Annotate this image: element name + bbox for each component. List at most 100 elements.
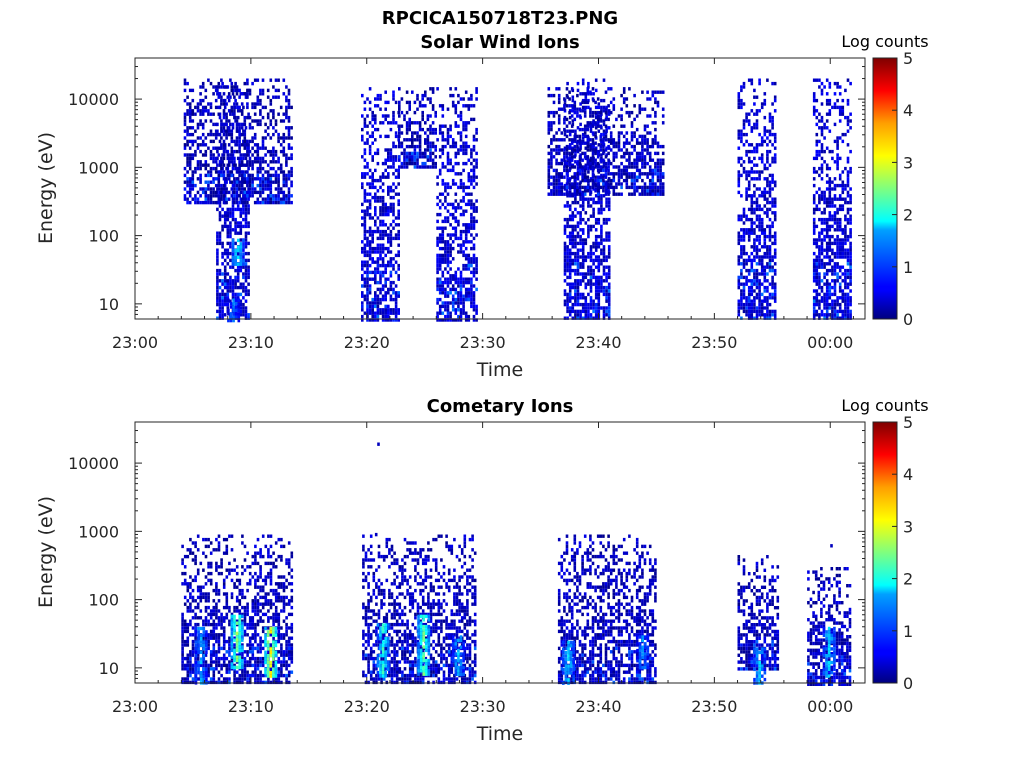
spectrogram-cell: [220, 147, 223, 150]
spectrogram-cell: [227, 252, 230, 255]
spectrogram-cell: [849, 201, 852, 204]
spectrogram-peak-cell: [230, 312, 233, 315]
spectrogram-cell: [823, 201, 826, 204]
spectrogram-cell: [548, 114, 551, 117]
spectrogram-cell: [847, 252, 850, 255]
spectrogram-cell: [605, 306, 608, 309]
spectrogram-cell: [452, 206, 455, 209]
spectrogram-cell: [207, 194, 210, 197]
spectrogram-cell: [227, 262, 230, 265]
spectrogram-cell: [416, 145, 419, 148]
spectrogram-cell: [577, 259, 580, 262]
spectrogram-cell: [613, 145, 616, 148]
spectrogram-cell: [574, 130, 577, 133]
spectrogram-cell: [236, 187, 239, 190]
spectrogram-cell: [628, 162, 631, 165]
spectrogram-cell: [751, 160, 754, 163]
spectrogram-cell: [826, 313, 829, 316]
spectrogram-cell: [460, 97, 463, 100]
spectrogram-cell: [371, 186, 374, 189]
spectrogram-cell: [738, 232, 741, 235]
spectrogram-cell: [275, 177, 278, 180]
spectrogram-cell: [247, 208, 250, 211]
spectrogram-cell: [823, 136, 826, 139]
spectrogram-cell: [460, 312, 463, 315]
spectrogram-cell: [475, 87, 478, 90]
spectrogram-cell: [369, 305, 372, 308]
spectrogram-cell: [246, 181, 249, 184]
spectrogram-cell: [569, 238, 572, 241]
spectrogram-cell: [738, 235, 741, 238]
spectrogram-cell: [395, 186, 398, 189]
spectrogram-cell: [397, 308, 400, 311]
spectrogram-cell: [184, 187, 187, 190]
spectrogram-cell: [473, 305, 476, 308]
spectrogram-cell: [397, 312, 400, 315]
spectrogram-cell: [462, 264, 465, 267]
spectrogram-cell: [585, 221, 588, 224]
spectrogram-cell: [751, 126, 754, 129]
spectrogram-cell: [816, 99, 819, 102]
spectrogram-cell: [608, 300, 611, 303]
spectrogram-cell: [600, 118, 603, 121]
spectrogram-cell: [267, 96, 270, 99]
spectrogram-cell: [285, 181, 288, 184]
spectrogram-cell: [460, 284, 463, 287]
spectrogram-cell: [662, 152, 665, 155]
spectrogram-cell: [761, 262, 764, 265]
spectrogram-cell: [366, 264, 369, 267]
spectrogram-cell: [628, 172, 631, 175]
spectrogram-cell: [277, 177, 280, 180]
spectrogram-cell: [847, 238, 850, 241]
spectrogram-cell: [579, 279, 582, 282]
spectrogram-cell: [245, 208, 248, 211]
spectrogram-cell: [361, 250, 364, 253]
spectrogram-cell: [577, 262, 580, 265]
spectrogram-cell: [605, 218, 608, 221]
spectrogram-cell: [245, 310, 248, 313]
spectrogram-cell: [628, 186, 631, 189]
spectrogram-cell: [238, 106, 241, 109]
spectrogram-cell: [212, 85, 215, 88]
spectrogram-cell: [384, 295, 387, 298]
spectrogram-cell: [590, 249, 593, 252]
spectrogram-cell: [379, 223, 382, 226]
spectrogram-cell: [465, 298, 468, 301]
spectrogram-cell: [403, 162, 406, 165]
spectrogram-cell: [839, 174, 842, 177]
spectrogram-cell: [740, 140, 743, 143]
spectrogram-cell: [379, 108, 382, 111]
spectrogram-cell: [364, 101, 367, 104]
spectrogram-cell: [607, 169, 610, 172]
spectrogram-cell: [753, 221, 756, 224]
spectrogram-cell: [751, 303, 754, 306]
spectrogram-cell: [247, 269, 250, 272]
spectrogram-cell: [758, 133, 761, 136]
spectrogram-cell: [242, 306, 245, 309]
spectrogram-cell: [764, 116, 767, 119]
spectrogram-cell: [366, 240, 369, 243]
spectrogram-cell: [377, 301, 380, 304]
spectrogram-cell: [366, 250, 369, 253]
spectrogram-cell: [447, 220, 450, 223]
spectrogram-cell: [764, 130, 767, 133]
spectrogram-cell: [434, 148, 437, 151]
spectrogram-cell: [761, 303, 764, 306]
spectrogram-cell: [259, 102, 262, 105]
spectrogram-cell: [395, 159, 398, 162]
spectrogram-cell: [813, 198, 816, 201]
spectrogram-cell: [460, 250, 463, 253]
spectrogram-cell: [831, 218, 834, 221]
spectrogram-cell: [829, 194, 832, 197]
spectrogram-cell: [229, 113, 232, 116]
spectrogram-cell: [411, 135, 414, 138]
spectrogram-cell: [821, 211, 824, 214]
spectrogram-cell: [447, 254, 450, 257]
spectrogram-cell: [257, 201, 260, 204]
spectrogram-cell: [844, 242, 847, 245]
spectrogram-cell: [577, 89, 580, 92]
spectrogram-peak-cell: [234, 263, 237, 266]
spectrogram-cell: [745, 228, 748, 231]
spectrogram-cell: [764, 238, 767, 241]
spectrogram-cell: [636, 142, 639, 145]
